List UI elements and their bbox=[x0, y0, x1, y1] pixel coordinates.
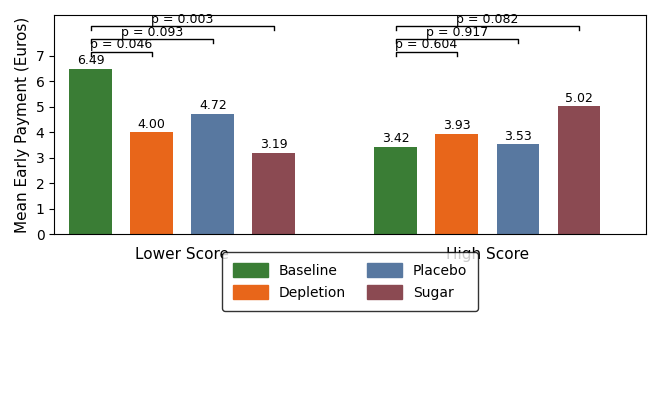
Bar bbox=[69, 69, 112, 234]
Text: 3.93: 3.93 bbox=[443, 119, 471, 132]
Text: 3.53: 3.53 bbox=[504, 130, 531, 142]
Text: p = 0.003: p = 0.003 bbox=[151, 13, 214, 26]
Bar bbox=[192, 114, 234, 234]
Text: Lower Score: Lower Score bbox=[136, 247, 229, 262]
Bar bbox=[436, 134, 478, 234]
Text: 3.42: 3.42 bbox=[382, 132, 410, 145]
Y-axis label: Mean Early Payment (Euros): Mean Early Payment (Euros) bbox=[15, 17, 30, 233]
Text: 3.19: 3.19 bbox=[260, 138, 288, 151]
Legend: Baseline, Depletion, Placebo, Sugar: Baseline, Depletion, Placebo, Sugar bbox=[222, 252, 478, 311]
Text: p = 0.046: p = 0.046 bbox=[90, 39, 153, 52]
Text: 4.72: 4.72 bbox=[199, 99, 227, 112]
Bar bbox=[253, 153, 295, 234]
Text: p = 0.093: p = 0.093 bbox=[121, 26, 183, 39]
Text: p = 0.604: p = 0.604 bbox=[395, 39, 457, 52]
Text: 5.02: 5.02 bbox=[565, 92, 593, 105]
Bar bbox=[130, 132, 173, 234]
Text: 6.49: 6.49 bbox=[77, 54, 104, 67]
Text: p = 0.082: p = 0.082 bbox=[456, 13, 518, 26]
Text: 4.00: 4.00 bbox=[138, 118, 166, 131]
Bar bbox=[375, 147, 417, 234]
Bar bbox=[557, 106, 600, 234]
Text: High Score: High Score bbox=[446, 247, 529, 262]
Bar bbox=[496, 144, 539, 234]
Text: p = 0.917: p = 0.917 bbox=[426, 26, 488, 39]
